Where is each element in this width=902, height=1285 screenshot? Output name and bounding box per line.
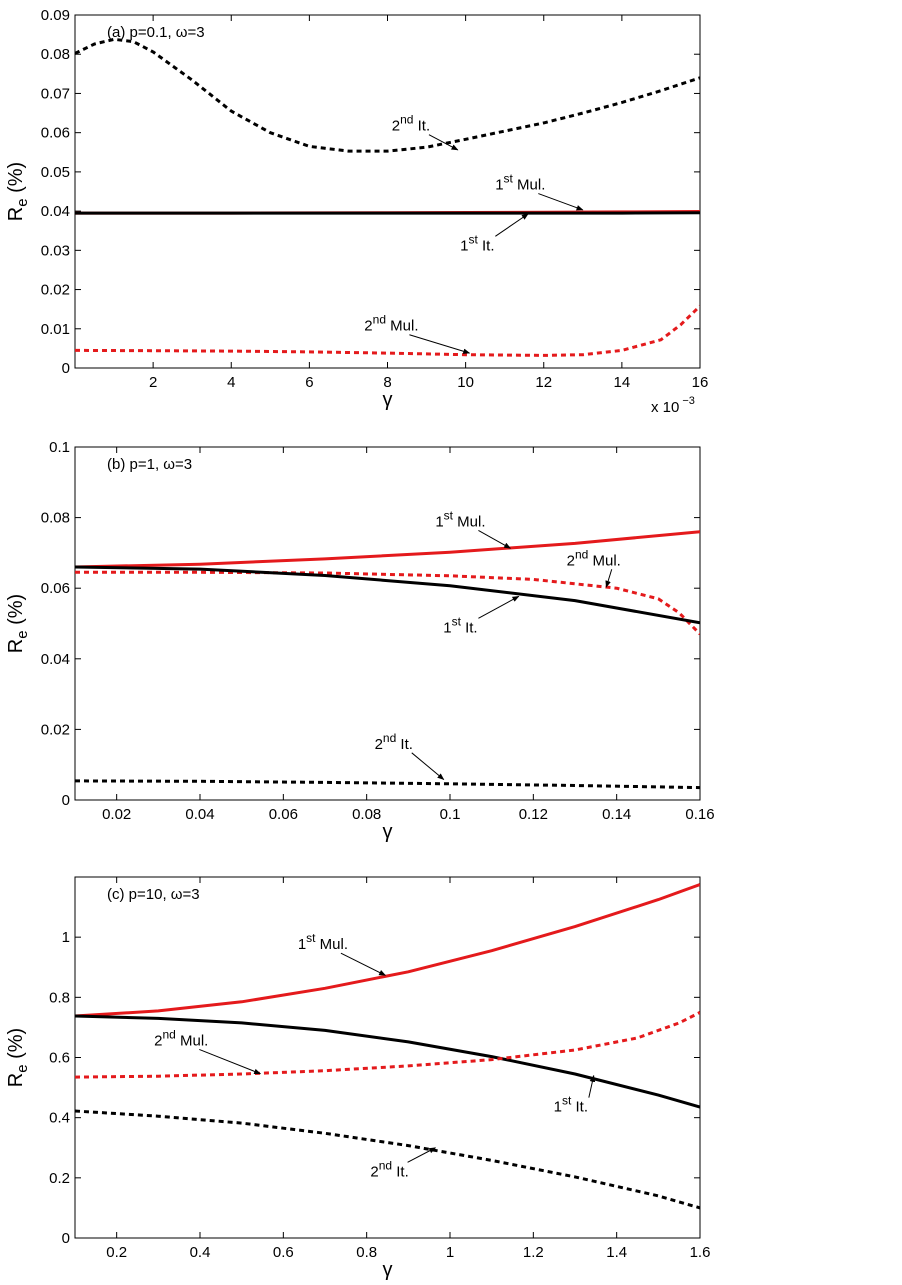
- series-annotation: 1st Mul.: [495, 172, 545, 194]
- series-line-2: [75, 1011, 700, 1079]
- y-tick-label: 0.01: [41, 321, 70, 338]
- x-tick-label: 0.4: [190, 1244, 211, 1261]
- y-tick-label: 0.04: [41, 651, 70, 668]
- x-tick-label: 1: [446, 1244, 454, 1261]
- annotation-arrow: [409, 334, 471, 354]
- y-tick-label: 0.8: [49, 989, 70, 1006]
- x-tick-label: 2: [149, 374, 157, 391]
- chart-panel: 2 4 6 8 10 12 14 16 0 0.01 0.02 0.03 0.04 0.05 0.06 0.0…: [5, 7, 708, 416]
- x-tick-label: 0.06: [269, 806, 298, 823]
- series-line-0: [75, 37, 700, 153]
- series-line-1: [75, 1014, 700, 1109]
- y-axis-label: Re (%): [5, 1028, 31, 1087]
- panel-title: (c) p=10, ω=3: [107, 886, 200, 903]
- y-tick-label: 0: [62, 360, 70, 377]
- y-axis-label: Re (%): [5, 162, 31, 221]
- y-tick-label: 0.04: [41, 203, 70, 220]
- series-annotation: 1st It.: [460, 232, 494, 254]
- x-tick-label: 1.2: [523, 1244, 544, 1261]
- y-tick-label: 0: [62, 1230, 70, 1247]
- series-annotation: 2nd Mul.: [154, 1027, 208, 1049]
- y-tick-label: 0.03: [41, 242, 70, 259]
- y-tick-label: 0.6: [49, 1050, 70, 1067]
- chart-panel: 0.2 0.4 0.6 0.8 1 1.2 1.4 1.6 0 0.2 0.4 0.6 0.8 1 γ Re …: [5, 876, 711, 1281]
- series-annotation: 2nd Mul.: [567, 547, 621, 569]
- x-tick-label: 0.14: [602, 806, 631, 823]
- annotation-arrow: [478, 529, 512, 549]
- series-line-3: [75, 1109, 700, 1210]
- series-line-2: [75, 565, 700, 625]
- x-axis-label: γ: [383, 821, 393, 843]
- series-annotation: 2nd It.: [370, 1158, 408, 1180]
- y-tick-label: 0.06: [41, 580, 70, 597]
- annotation-arrow: [428, 134, 459, 151]
- annotation-arrow: [478, 595, 520, 619]
- x-tick-label: 0.1: [440, 806, 461, 823]
- annotation-arrow: [495, 213, 529, 237]
- annotation-arrow: [588, 1074, 596, 1098]
- x-tick-label: 0.04: [185, 806, 214, 823]
- series-annotation: 1st It.: [554, 1094, 588, 1116]
- y-tick-label: 0.08: [41, 46, 70, 63]
- x-axis-label: γ: [383, 1259, 393, 1281]
- series-annotation: 2nd It.: [375, 731, 413, 753]
- y-tick-label: 0.09: [41, 7, 70, 24]
- chart-panel: 0.02 0.04 0.06 0.08 0.1 0.12 0.14 0.16 0 0.02 0.04…: [5, 439, 715, 843]
- y-tick-label: 0.05: [41, 164, 70, 181]
- series-annotation: 1st Mul.: [435, 508, 485, 530]
- annotation-arrow: [407, 1147, 437, 1163]
- series-line-0: [75, 530, 700, 569]
- x-tick-label: 16: [692, 374, 709, 391]
- x-tick-label: 0.16: [685, 806, 714, 823]
- x-tick-label: 6: [305, 374, 313, 391]
- annotation-arrow: [605, 569, 613, 588]
- x-tick-label: 0.12: [519, 806, 548, 823]
- series-line-3: [75, 779, 700, 790]
- y-tick-label: 0.08: [41, 510, 70, 527]
- annotation-arrow: [340, 952, 387, 976]
- series-annotation: 2nd It.: [392, 113, 430, 135]
- x-tick-label: 10: [457, 374, 474, 391]
- y-tick-label: 0.02: [41, 721, 70, 738]
- series-annotation: 2nd Mul.: [364, 313, 418, 335]
- x-tick-label: 0.02: [102, 806, 131, 823]
- series-annotation: 1st Mul.: [298, 931, 348, 953]
- y-tick-label: 0: [62, 792, 70, 809]
- panel-title: (b) p=1, ω=3: [107, 456, 192, 473]
- x-tick-label: 12: [535, 374, 552, 391]
- series-line-0: [75, 883, 700, 1018]
- x-tick-label: 14: [614, 374, 631, 391]
- x-axis-multiplier: x 10 −3: [651, 395, 695, 416]
- plot-frame: [74, 876, 701, 1239]
- y-tick-label: 1: [62, 929, 70, 946]
- plot-frame: [74, 14, 701, 369]
- x-tick-label: 0.2: [106, 1244, 127, 1261]
- y-tick-label: 0.07: [41, 85, 70, 102]
- x-tick-label: 0.6: [273, 1244, 294, 1261]
- y-axis-label: Re (%): [5, 594, 31, 653]
- x-tick-label: 0.8: [356, 1244, 377, 1261]
- plot-frame: [74, 446, 701, 801]
- x-tick-label: 0.08: [352, 806, 381, 823]
- y-tick-label: 0.02: [41, 282, 70, 299]
- panel-title: (a) p=0.1, ω=3: [107, 24, 205, 41]
- x-tick-label: 4: [227, 374, 235, 391]
- y-tick-label: 0.1: [49, 439, 70, 456]
- x-axis-label: γ: [383, 389, 393, 411]
- series-annotation: 1st It.: [443, 614, 477, 636]
- x-tick-label: 1.6: [690, 1244, 711, 1261]
- annotation-arrow: [199, 1049, 262, 1075]
- annotation-arrow: [411, 752, 445, 780]
- y-tick-label: 0.2: [49, 1170, 70, 1187]
- x-tick-label: 8: [383, 374, 391, 391]
- y-tick-label: 0.06: [41, 125, 70, 142]
- annotation-arrow: [538, 193, 584, 211]
- x-tick-label: 1.4: [606, 1244, 627, 1261]
- y-tick-label: 0.4: [49, 1110, 70, 1127]
